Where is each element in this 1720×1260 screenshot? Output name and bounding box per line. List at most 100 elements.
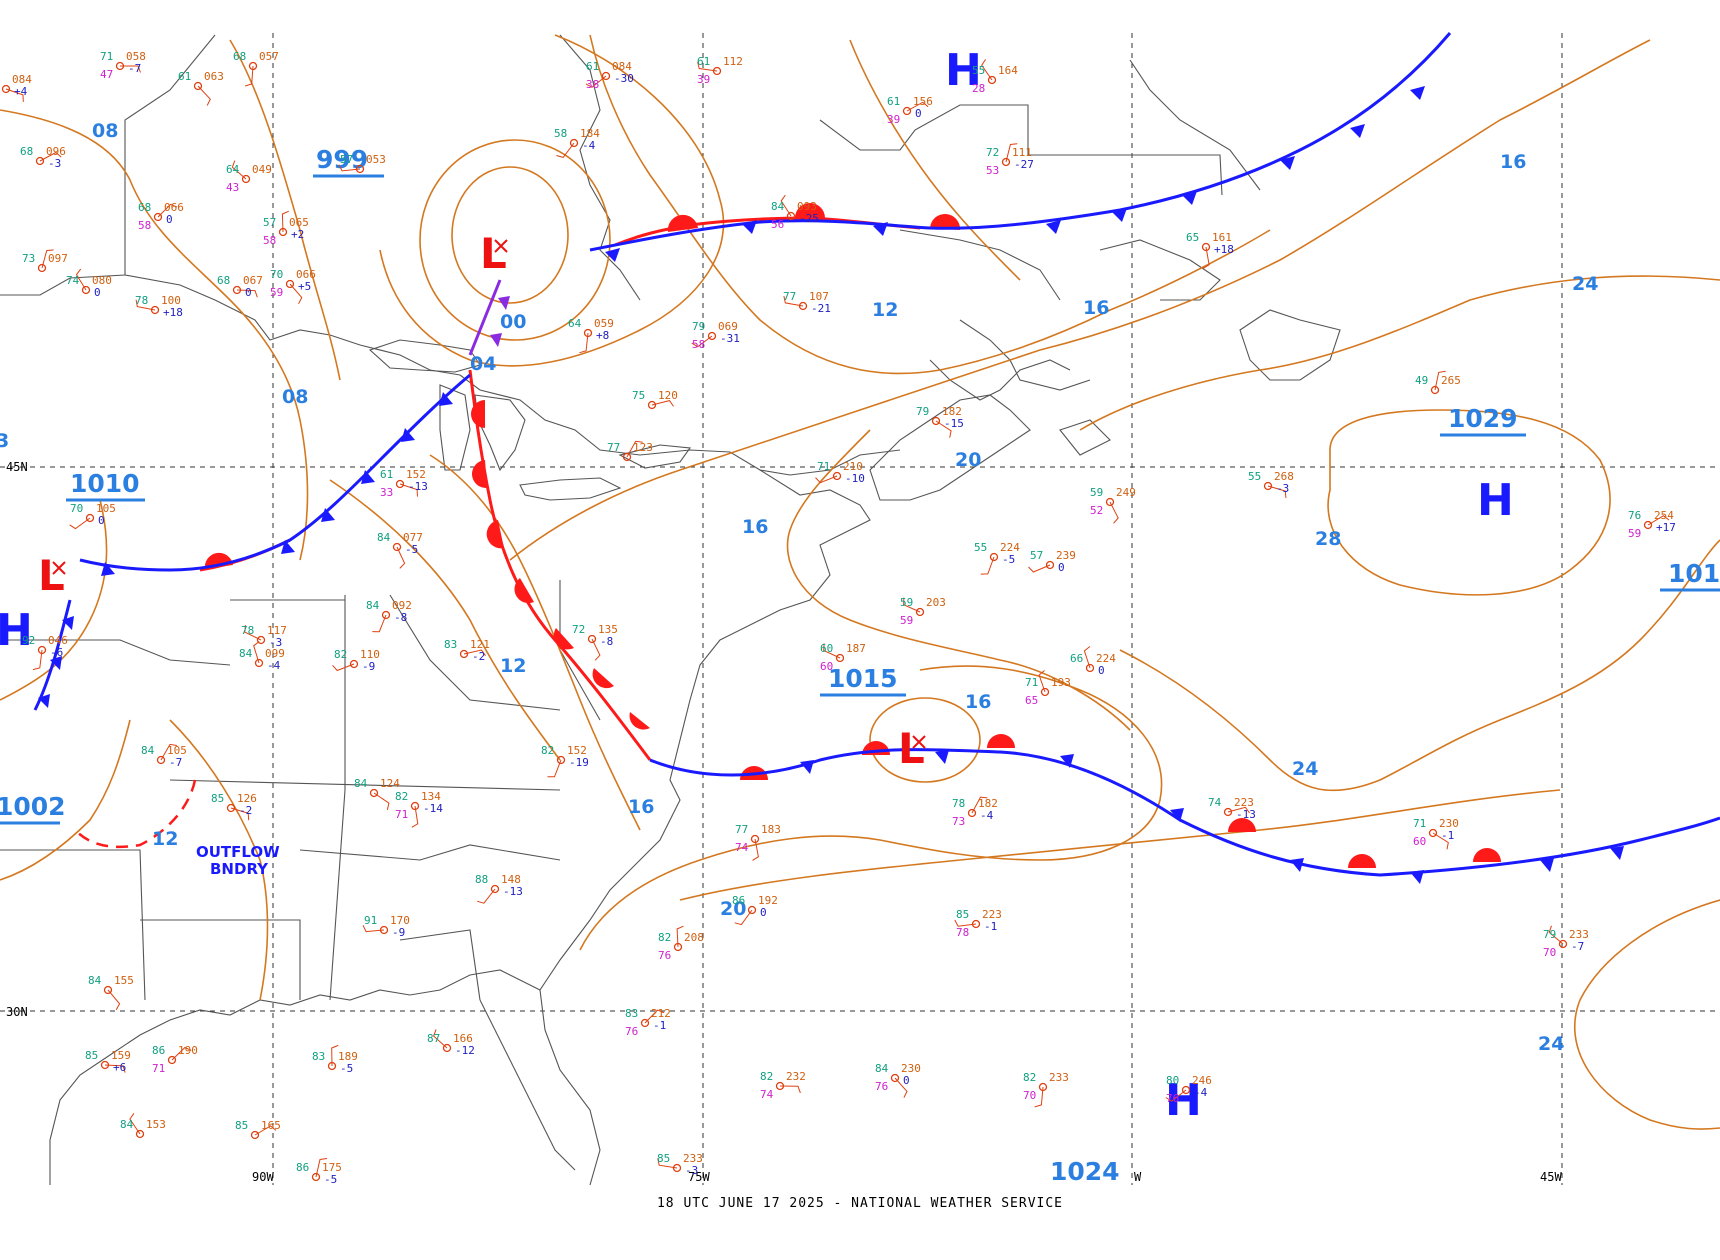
station-pressure: 066 bbox=[296, 268, 316, 281]
outflow-label-line1: OUTFLOW bbox=[196, 843, 280, 861]
station-pressure: 053 bbox=[366, 153, 386, 166]
station-pressure: 212 bbox=[651, 1007, 671, 1020]
station-pressure: 239 bbox=[1056, 549, 1076, 562]
wind-barb bbox=[980, 556, 995, 575]
station-pressure: 182 bbox=[978, 797, 998, 810]
wind-barb bbox=[1647, 515, 1670, 526]
station-pressure-tendency: 0 bbox=[94, 286, 101, 299]
station-temperature: 82 bbox=[1023, 1071, 1036, 1084]
station-plot: 72 135-8 bbox=[572, 623, 618, 661]
station-plot: 61 156 39 0 bbox=[887, 95, 933, 126]
station-plot: 82 110-9 bbox=[332, 648, 380, 673]
svg-text:L: L bbox=[38, 551, 65, 600]
station-circle bbox=[459, 649, 469, 659]
station-circle bbox=[1201, 242, 1211, 252]
wind-barb bbox=[1083, 646, 1091, 669]
station-pressure-tendency: -2 bbox=[472, 650, 485, 663]
cold-fronts bbox=[33, 32, 1720, 884]
station-temperature: 84 bbox=[366, 599, 380, 612]
station-plot: 77 183 74 bbox=[735, 823, 781, 861]
station-temperature: 88 bbox=[475, 873, 488, 886]
station-temperature: 82 bbox=[658, 931, 671, 944]
station-pressure: 164 bbox=[998, 64, 1018, 77]
svg-text:12: 12 bbox=[872, 299, 898, 321]
station-plot: 59 249 52 bbox=[1090, 486, 1136, 524]
station-circle bbox=[569, 138, 579, 148]
station-temperature: 85 bbox=[235, 1119, 248, 1132]
station-pressure-tendency: -3 bbox=[269, 636, 282, 649]
svg-text:28: 28 bbox=[1315, 528, 1341, 550]
station-circle bbox=[931, 416, 941, 426]
station-circle bbox=[747, 905, 757, 915]
station-circle bbox=[786, 211, 796, 221]
station-pressure-tendency: -14 bbox=[423, 802, 443, 815]
station-temperature: 83 bbox=[312, 1050, 325, 1063]
outflow-boundary-line bbox=[74, 779, 197, 849]
station-dewpoint: 38 bbox=[586, 78, 599, 91]
station-pressure-tendency: -15 bbox=[944, 417, 964, 430]
station-pressure-tendency: -12 bbox=[455, 1044, 475, 1057]
station-dewpoint: 53 bbox=[986, 164, 999, 177]
wind-barb bbox=[129, 1113, 141, 1135]
station-circle bbox=[601, 71, 611, 81]
station-pressure: 230 bbox=[1439, 817, 1459, 830]
station-circle bbox=[226, 803, 236, 813]
station-pressure-tendency: 0 bbox=[760, 906, 767, 919]
station-plot: 91 170-9 bbox=[362, 914, 410, 939]
station-pressure: 121 bbox=[470, 638, 490, 651]
station-temperature: 84 bbox=[875, 1062, 889, 1075]
wind-barb bbox=[691, 335, 713, 348]
station-circle bbox=[587, 634, 597, 644]
station-temperature: 86 bbox=[732, 894, 745, 907]
wind-barb bbox=[1267, 485, 1287, 498]
station-circle bbox=[902, 106, 912, 116]
station-plot: 49 265 bbox=[1415, 370, 1461, 395]
station-pressure: 265 bbox=[1441, 374, 1461, 387]
svg-text:3: 3 bbox=[0, 430, 9, 452]
wind-barb bbox=[815, 475, 838, 484]
lat-label-30n: 30N bbox=[6, 1005, 28, 1019]
station-dewpoint: 76 bbox=[625, 1025, 638, 1038]
station-pressure-tendency: -1 bbox=[984, 920, 997, 933]
station-pressure-tendency: -7 bbox=[128, 62, 141, 75]
station-circle bbox=[1040, 687, 1050, 697]
station-pressure: 110 bbox=[360, 648, 380, 661]
station-circle bbox=[1045, 560, 1055, 570]
station-plot: 58 184-4 bbox=[554, 127, 600, 158]
station-circle bbox=[1263, 481, 1273, 491]
station-temperature: 68 bbox=[138, 201, 151, 214]
station-temperature: 78 bbox=[952, 797, 965, 810]
station-pressure: 077 bbox=[403, 531, 423, 544]
station-circle bbox=[285, 279, 295, 289]
station-temperature: 55 bbox=[972, 64, 985, 77]
station-plot: 68 096-3 bbox=[20, 145, 66, 170]
station-dewpoint: 78 bbox=[956, 926, 969, 939]
station-circle bbox=[989, 552, 999, 562]
station-temperature: 68 bbox=[217, 274, 230, 287]
station-circle bbox=[1430, 385, 1440, 395]
station-pressure-tendency: -5 bbox=[1002, 553, 1015, 566]
station-circle bbox=[1223, 807, 1233, 817]
station-plot: 84 093 56 -25 bbox=[771, 194, 819, 231]
pressure-1024: 1024 bbox=[1050, 1157, 1120, 1186]
wind-barb bbox=[197, 85, 211, 106]
wind-barb bbox=[230, 807, 250, 821]
station-circle bbox=[349, 659, 359, 669]
station-temperature: 78 bbox=[241, 624, 254, 637]
station-temperature: 85 bbox=[211, 792, 224, 805]
wind-barb bbox=[396, 546, 406, 569]
wind-barb bbox=[644, 1009, 665, 1024]
station-circle bbox=[256, 635, 266, 645]
station-pressure: 097 bbox=[48, 252, 68, 265]
lat-label-45n: 45N bbox=[6, 460, 28, 474]
wind-barb bbox=[626, 440, 643, 458]
wind-barb bbox=[338, 164, 361, 172]
station-pressure-tendency: -13 bbox=[503, 885, 523, 898]
station-pressure: 111 bbox=[1012, 146, 1032, 159]
station-circle bbox=[1428, 828, 1438, 838]
station-pressure: 134 bbox=[421, 790, 441, 803]
